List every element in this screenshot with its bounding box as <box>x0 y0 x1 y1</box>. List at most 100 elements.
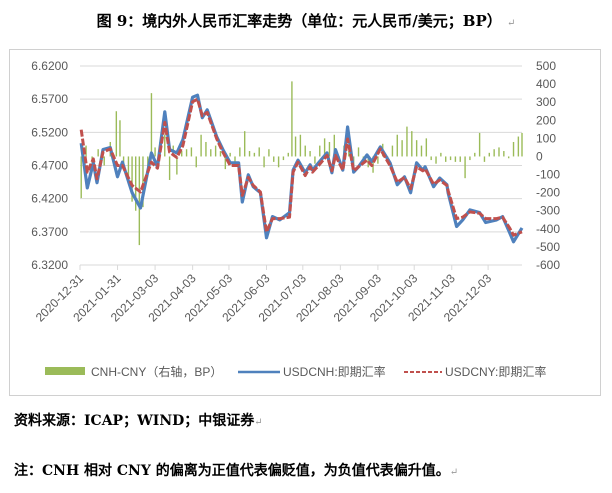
spread-bar <box>268 149 270 157</box>
spread-bar <box>119 120 121 157</box>
legend-label-spread: CNH-CNY（右轴，BP） <box>91 364 222 379</box>
spread-bar <box>328 141 331 157</box>
left-tick-label: 6.6200 <box>31 59 68 73</box>
spread-bar <box>304 145 306 157</box>
chart-frame <box>9 49 601 396</box>
spread-bar <box>127 156 130 184</box>
spread-bar <box>150 93 153 157</box>
spread-bar <box>323 138 326 157</box>
spread-bar <box>459 156 461 162</box>
spread-bar <box>488 152 491 157</box>
spread-bar <box>122 156 125 164</box>
spread-bar <box>80 156 82 199</box>
spread-bar <box>309 151 311 157</box>
spread-bar <box>181 151 183 157</box>
left-tick-label: 6.5700 <box>31 92 68 106</box>
legend-label-usdcny: USDCNY:即期汇率 <box>445 364 546 379</box>
spread-bar <box>277 156 280 168</box>
spread-bar <box>142 156 144 208</box>
spread-bar <box>435 156 437 164</box>
right-tick-label: 200 <box>536 113 556 127</box>
spread-bar <box>454 156 457 162</box>
spread-bar <box>138 156 141 246</box>
spread-bar <box>377 156 379 164</box>
spread-bar <box>357 147 360 157</box>
right-tick-label: -100 <box>536 168 560 182</box>
legend-label-usdcnh: USDCNH:即期汇率 <box>283 364 386 379</box>
spread-bar <box>190 147 193 157</box>
spread-bar <box>512 141 515 157</box>
spread-bar <box>97 149 99 157</box>
return-mark: ↵ <box>449 467 459 478</box>
right-tick-label: 400 <box>536 77 556 91</box>
return-mark: ↵ <box>254 417 263 428</box>
spread-bar <box>195 156 197 168</box>
legend-swatch-spread <box>45 367 85 375</box>
spread-bar <box>517 136 520 157</box>
right-tick-label: 300 <box>536 95 556 109</box>
spread-bar <box>154 147 156 157</box>
left-tick-label: 6.5200 <box>31 125 68 139</box>
right-tick-label: 100 <box>536 131 556 145</box>
chart: 6.6200 6.5700 6.5200 6.4700 6.4200 6.3700 6.32… <box>31 59 560 379</box>
spread-bar <box>253 152 256 157</box>
note-text: 注：CNH 相对 CNY 的偏离为正值代表偏贬值，为负值代表偏升值。 <box>14 463 450 479</box>
source-note: 资料来源：ICAP；WIND；中银证券↵ <box>14 410 263 430</box>
spread-bar <box>319 145 321 157</box>
spread-bar <box>430 156 432 161</box>
footnote: 注：CNH 相对 CNY 的偏离为正值代表偏贬值，为负值代表偏升值。↵ <box>14 460 458 480</box>
spread-bar <box>185 149 188 157</box>
spread-bar <box>205 141 207 157</box>
right-tick-label: 500 <box>536 59 556 73</box>
spread-bar <box>258 147 260 157</box>
spread-bar <box>299 134 302 157</box>
spread-bar <box>314 156 316 164</box>
spread-bar <box>234 156 236 166</box>
right-tick-label: -600 <box>536 258 560 272</box>
spread-bar <box>263 156 265 168</box>
spread-bar <box>282 156 285 161</box>
spread-bar <box>507 156 510 159</box>
spread-bar <box>411 131 413 157</box>
left-tick-label: 6.4200 <box>31 192 68 206</box>
figure-title: 图 9：境内外人民币汇率走势（单位：元人民币/美元；BP） ↵ <box>0 10 612 31</box>
left-tick-label: 6.4700 <box>31 159 68 173</box>
spread-bar <box>239 147 241 157</box>
spread-bar <box>294 136 297 157</box>
spread-bar <box>248 151 251 157</box>
spread-bar <box>503 151 505 157</box>
right-tick-label: -500 <box>536 240 560 254</box>
usdcny-line <box>79 97 523 237</box>
spread-bar <box>287 152 289 157</box>
spread-bar <box>168 156 171 180</box>
spread-bar <box>115 111 118 157</box>
spread-bar <box>420 145 423 157</box>
right-tick-label: 0 <box>536 149 543 163</box>
spread-bar <box>483 156 486 162</box>
title-text: 图 9：境内外人民币汇率走势（单位：元人民币/美元；BP） <box>96 12 502 30</box>
return-mark: ↵ <box>506 18 516 29</box>
spread-bar <box>449 156 452 161</box>
spread-bar <box>103 156 105 166</box>
spread-bar <box>406 126 408 157</box>
right-tick-label: -300 <box>536 204 560 218</box>
spread-bar <box>210 149 212 157</box>
spread-bar <box>498 147 500 157</box>
spread-bar <box>273 156 275 162</box>
left-tick-label: 6.3200 <box>31 258 68 272</box>
spread-bar <box>164 134 166 157</box>
spread-bar <box>521 132 523 157</box>
spread-bar <box>445 156 447 162</box>
spread-bar <box>85 145 87 157</box>
spread-bar <box>478 132 481 157</box>
spread-bar <box>415 140 418 157</box>
spread-bar <box>219 151 222 157</box>
spread-bar <box>425 138 428 157</box>
spread-bar <box>469 156 471 161</box>
spread-bar <box>348 151 350 157</box>
spread-bar <box>391 145 394 157</box>
spread-bar <box>214 145 217 157</box>
spread-bar <box>224 156 227 170</box>
spread-bar <box>401 140 403 157</box>
right-tick-label: -400 <box>536 222 560 236</box>
